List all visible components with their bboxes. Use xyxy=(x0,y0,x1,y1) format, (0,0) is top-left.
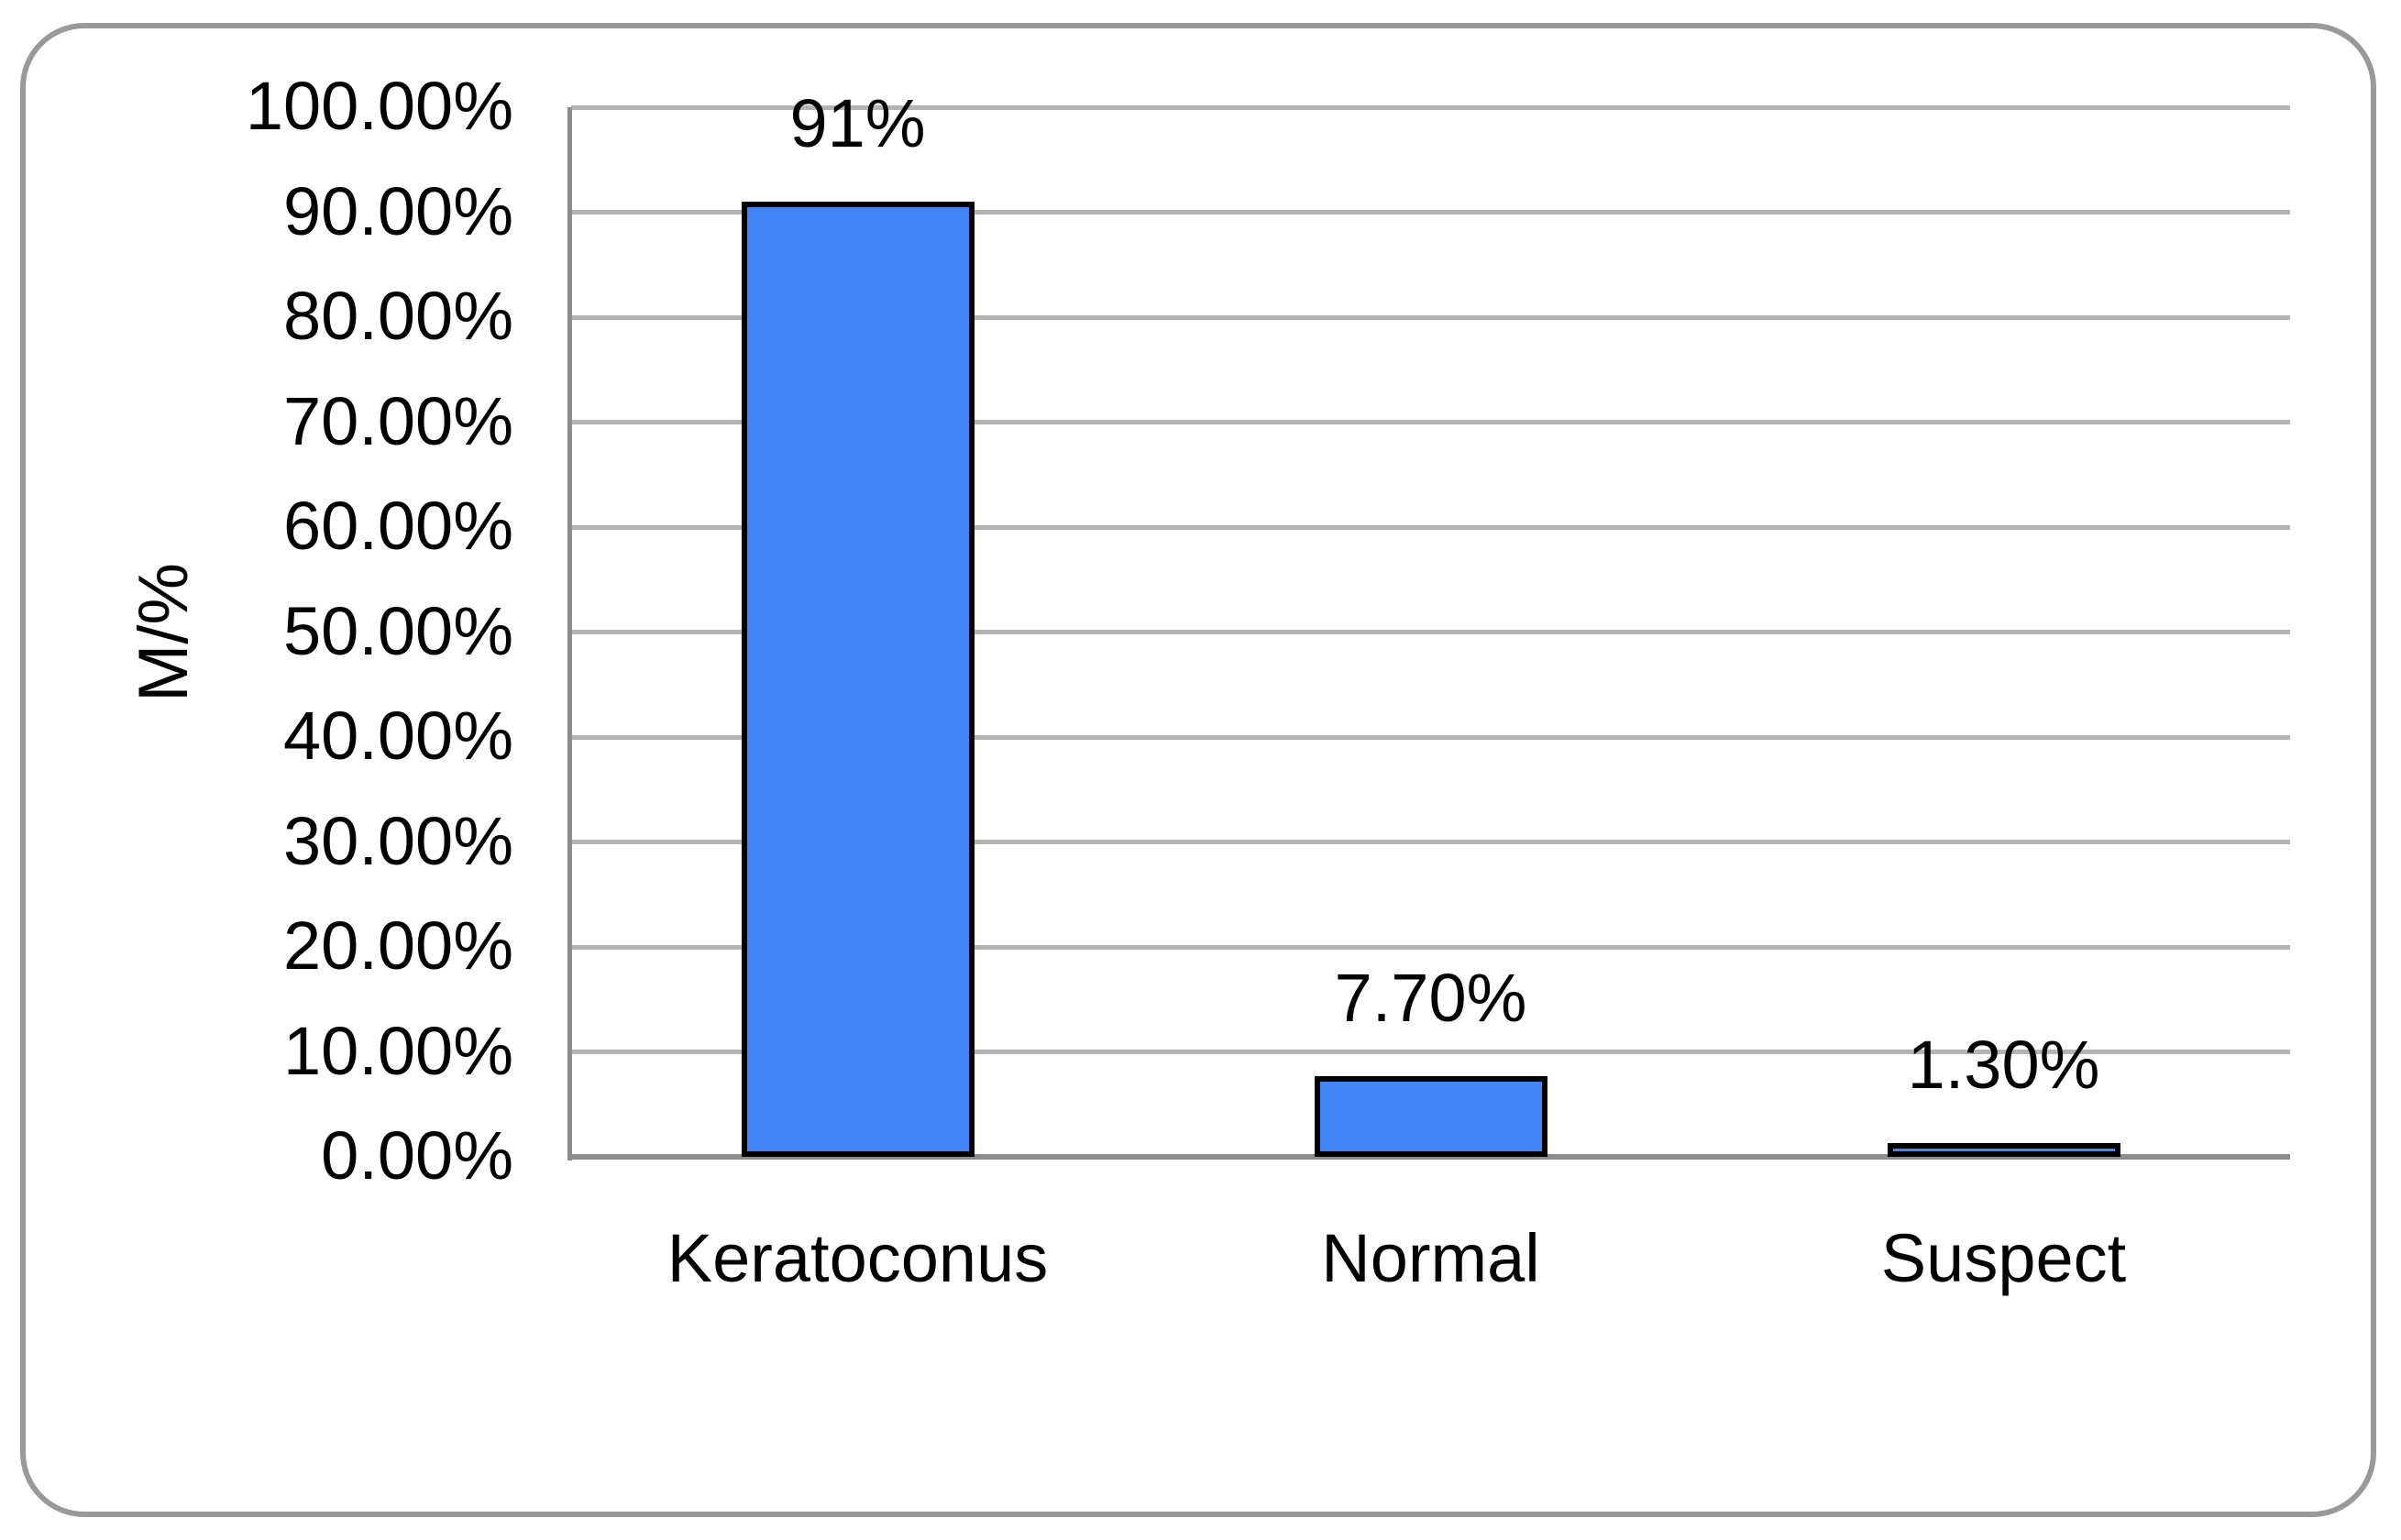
gridline xyxy=(571,210,2290,214)
gridline xyxy=(571,630,2290,634)
y-tick-label: 0.00% xyxy=(321,1117,513,1194)
gridline xyxy=(571,420,2290,424)
chart-frame xyxy=(20,23,2376,1517)
y-axis-title: M/% xyxy=(125,563,203,702)
bar-value-label: 1.30% xyxy=(1907,1027,2100,1104)
category-label: Suspect xyxy=(1880,1220,2127,1296)
y-tick-label: 30.00% xyxy=(283,802,513,879)
bar xyxy=(1314,1075,1547,1157)
bar-value-label: 7.70% xyxy=(1334,959,1527,1036)
category-label: Keratoconus xyxy=(666,1220,1049,1296)
gridline xyxy=(571,944,2290,950)
y-tick-label: 90.00% xyxy=(283,172,513,249)
gridline xyxy=(571,840,2290,844)
y-tick-label: 80.00% xyxy=(283,278,513,354)
gridline xyxy=(571,1050,2290,1054)
gridline xyxy=(571,524,2290,530)
y-tick-label: 100.00% xyxy=(245,68,513,144)
y-tick-label: 50.00% xyxy=(283,592,513,669)
y-tick-label: 60.00% xyxy=(283,488,513,564)
y-tick-label: 40.00% xyxy=(283,698,513,774)
y-tick-label: 20.00% xyxy=(283,908,513,984)
bar xyxy=(1887,1143,2120,1157)
bar-value-label: 91% xyxy=(789,85,926,162)
x-axis-line xyxy=(567,1154,2290,1160)
bar xyxy=(741,202,975,1157)
gridline xyxy=(571,314,2290,320)
y-axis-line xyxy=(567,107,572,1160)
y-tick-label: 10.00% xyxy=(283,1012,513,1089)
gridline xyxy=(571,734,2290,740)
y-tick-label: 70.00% xyxy=(283,382,513,459)
category-label: Normal xyxy=(1321,1220,1540,1296)
gridline xyxy=(571,104,2290,110)
